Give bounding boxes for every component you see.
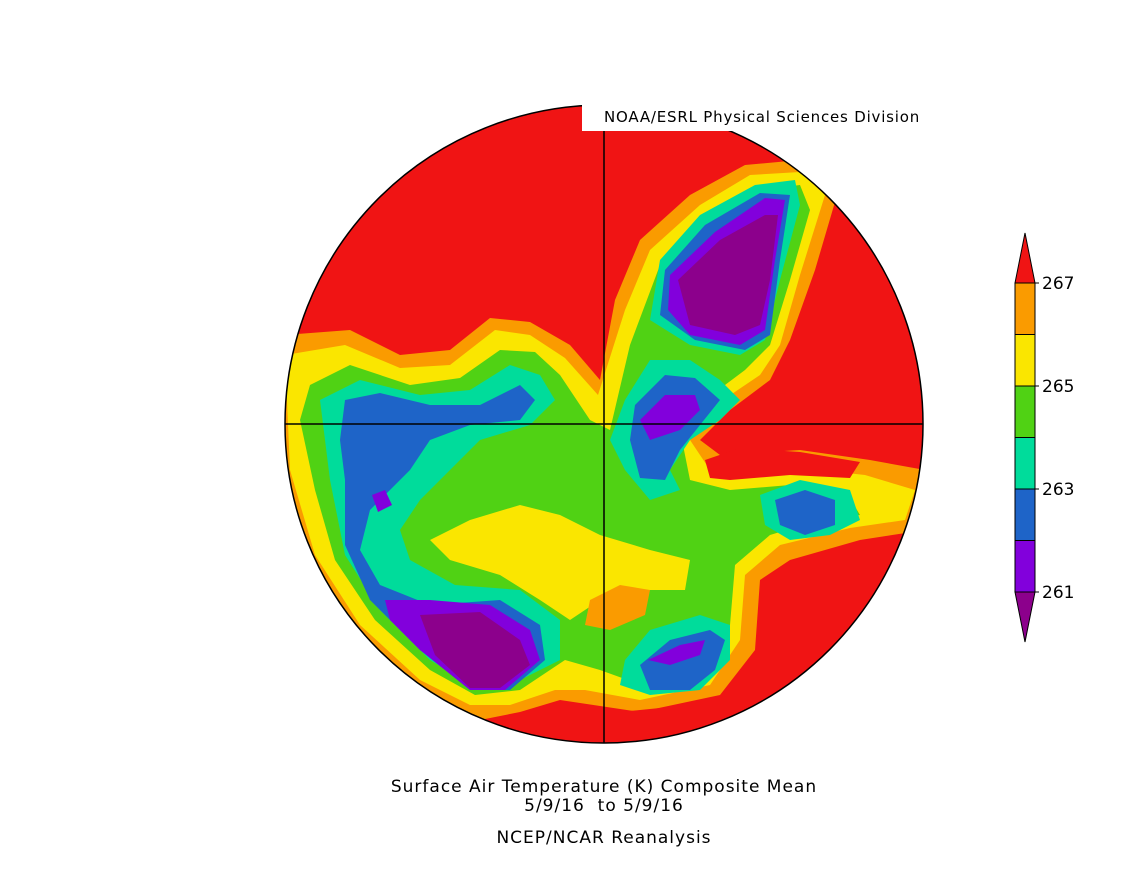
contour — [420, 612, 530, 688]
colorbar-label: 263 — [1042, 480, 1074, 500]
colorbar-band — [1014, 385, 1036, 438]
colorbar-band — [1014, 488, 1036, 541]
contour — [640, 395, 700, 440]
contour — [585, 585, 650, 630]
colorbar-label: 267 — [1042, 274, 1074, 294]
dataset: NCEP/NCAR Reanalysis — [496, 828, 711, 848]
map-title: Surface Air Temperature (K) Composite Me… — [391, 777, 817, 797]
contour — [678, 215, 778, 335]
colorbar-band — [1014, 540, 1036, 593]
colorbar: 261 263 265 267 — [1014, 232, 1074, 643]
contour — [372, 490, 392, 512]
label-box — [582, 104, 927, 131]
colorbar-band — [1014, 282, 1036, 335]
colorbar-label: 261 — [1042, 583, 1074, 603]
colorbar-label: 265 — [1042, 377, 1074, 397]
source-label: NOAA/ESRL Physical Sciences Division — [604, 108, 920, 126]
colorbar-band — [1014, 437, 1036, 490]
contour — [500, 705, 700, 743]
contour — [705, 448, 860, 480]
date-range: 5/9/16 to 5/9/16 — [524, 796, 684, 816]
contour — [775, 490, 835, 535]
colorbar-arrow — [1014, 591, 1036, 643]
colorbar-band — [1014, 334, 1036, 387]
map — [285, 105, 923, 743]
contour — [648, 640, 705, 665]
colorbar-arrow — [1014, 232, 1036, 284]
